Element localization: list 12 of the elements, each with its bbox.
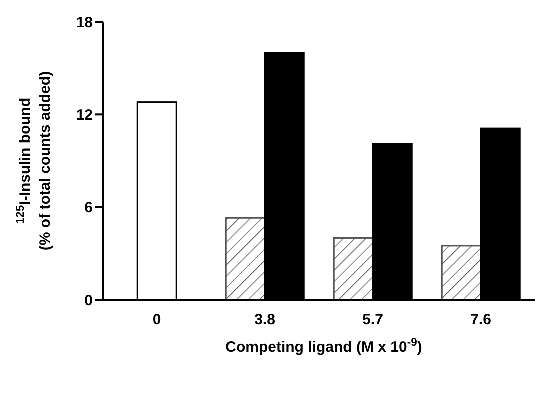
y-tick-label: 12 <box>76 106 93 124</box>
x-tick-label: 0 <box>152 312 162 329</box>
y-tick-label: 18 <box>76 14 93 32</box>
x-tick-label: 3.8 <box>254 312 276 329</box>
y-tick-label: 0 <box>84 292 93 310</box>
x-tick-label: 5.7 <box>362 312 384 329</box>
bar <box>225 217 266 300</box>
y-tick-label: 6 <box>84 200 93 217</box>
bar <box>441 245 482 300</box>
x-tick-label: 7.6 <box>470 312 492 329</box>
bar <box>333 237 374 300</box>
x-axis-title: Competing ligand (M x 10$^{-9}$) <box>226 337 422 356</box>
